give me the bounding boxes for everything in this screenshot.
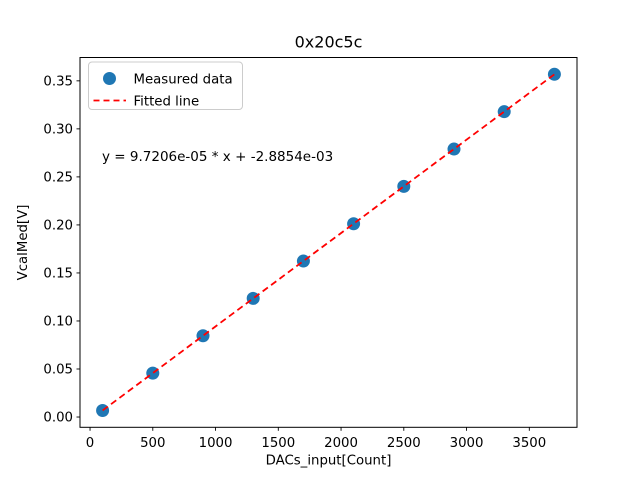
y-tick-label: 0.35 — [43, 75, 73, 90]
x-tick-label: 3500 — [512, 436, 546, 451]
data-point — [196, 329, 210, 343]
plot-border — [79, 57, 578, 428]
data-point — [497, 105, 511, 119]
y-tick-label: 0.20 — [43, 219, 73, 234]
x-tick-label: 2500 — [387, 436, 421, 451]
fitted-line — [102, 73, 555, 412]
legend-box — [88, 61, 243, 110]
y-axis-ticks: 0.00 0.05 0.10 0.15 0.20 0.25 0.30 0.35 — [43, 75, 80, 426]
y-tick-label: 0.05 — [43, 363, 73, 378]
legend-measured-data-marker-icon — [103, 72, 116, 85]
x-tick-label: 1000 — [199, 436, 233, 451]
y-tick-label: 0.15 — [43, 267, 73, 282]
x-axis-label: DACs_input[Count] — [266, 454, 392, 469]
fitted-line-series — [102, 73, 555, 412]
x-tick-label: 1500 — [261, 436, 295, 451]
data-point — [96, 403, 110, 417]
y-tick-label: 0.25 — [43, 171, 73, 186]
y-tick-label: 0.00 — [43, 411, 73, 426]
x-tick-label: 0 — [86, 436, 94, 451]
y-tick-label: 0.30 — [43, 123, 73, 138]
data-point — [296, 254, 310, 268]
data-point — [146, 366, 160, 380]
chart-title: 0x20c5c — [295, 33, 363, 52]
x-tick-label: 3000 — [450, 436, 484, 451]
x-axis-ticks: 0 500 1000 1500 2000 2500 3000 3500 — [86, 427, 546, 451]
x-tick-label: 2000 — [324, 436, 358, 451]
x-tick-label: 500 — [140, 436, 165, 451]
legend-label-fitted-line: Fitted line — [134, 95, 200, 110]
data-point — [246, 291, 260, 305]
legend: Measured data Fitted line — [88, 61, 243, 110]
measured-data-series — [96, 67, 561, 417]
data-point — [547, 67, 561, 81]
y-axis-label: VcalMed[V] — [16, 205, 31, 281]
y-tick-label: 0.10 — [43, 315, 73, 330]
legend-label-measured-data: Measured data — [134, 73, 233, 88]
fit-equation-annotation: y = 9.7206e-05 * x + -2.8854e-03 — [102, 149, 333, 165]
data-point — [397, 179, 411, 193]
data-point — [447, 142, 461, 156]
